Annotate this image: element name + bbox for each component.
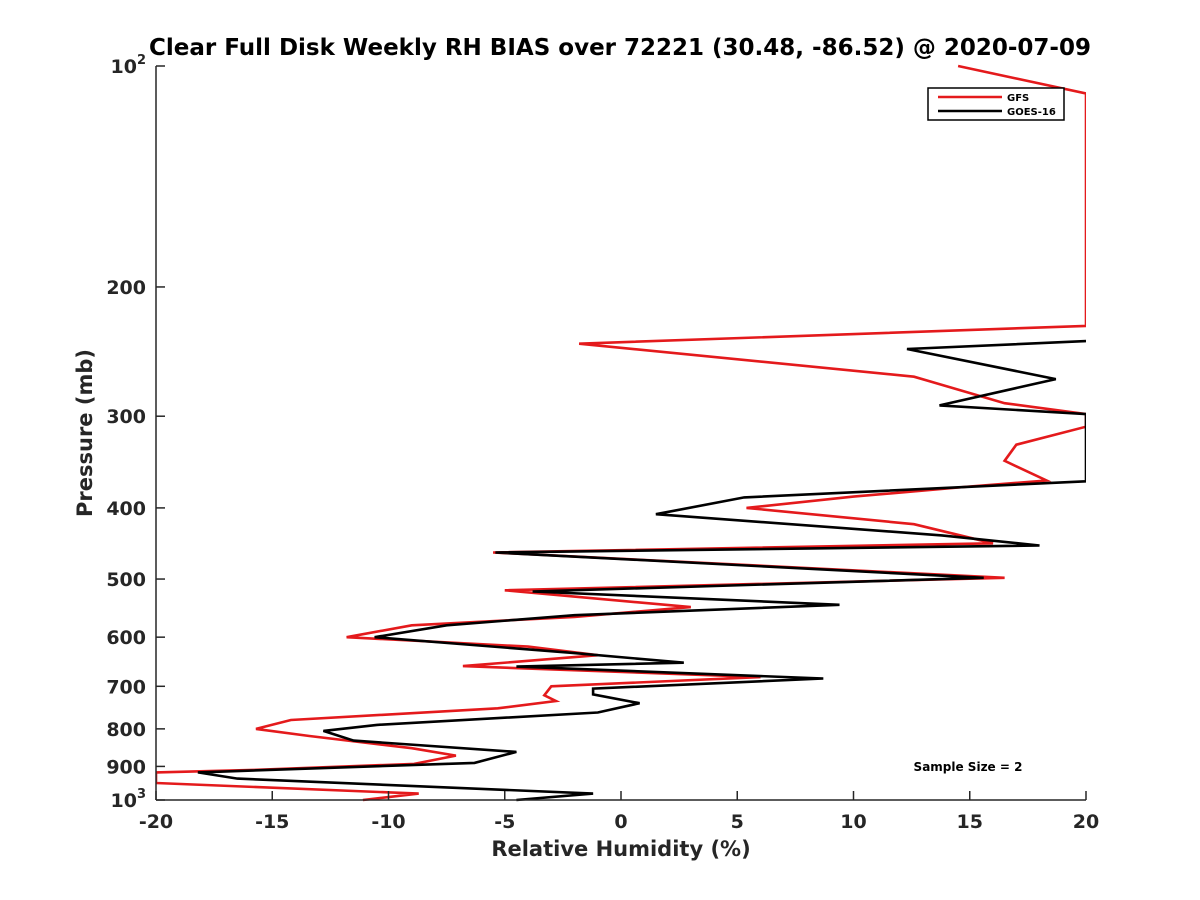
x-ticks: -20 -15 -10 -5 0 5 10 15 20 bbox=[139, 791, 1099, 833]
plot-lines bbox=[156, 64, 1086, 802]
legend-box bbox=[927, 87, 1065, 121]
x-tick-label: 20 bbox=[1073, 811, 1099, 833]
y-tick-label: 700 bbox=[106, 676, 146, 698]
x-tick-label: 10 bbox=[840, 811, 866, 833]
x-tick-label: 5 bbox=[731, 811, 744, 833]
y-tick-label: 500 bbox=[106, 569, 146, 591]
y-tick-label: 600 bbox=[106, 627, 146, 649]
x-tick-label: -20 bbox=[139, 811, 173, 833]
series-line-gfs bbox=[156, 64, 1086, 802]
x-tick-label: -5 bbox=[494, 811, 515, 833]
y-tick-label: 300 bbox=[106, 406, 146, 428]
y-tick-label: 103 bbox=[111, 787, 147, 812]
y-axis-label: Pressure (mb) bbox=[73, 349, 97, 517]
sample-size-annotation: Sample Size = 2 bbox=[914, 760, 1023, 774]
chart-title: Clear Full Disk Weekly RH BIAS over 7222… bbox=[149, 35, 1091, 61]
y-tick-label: 400 bbox=[106, 498, 146, 520]
x-tick-label: -10 bbox=[371, 811, 405, 833]
x-tick-label: 15 bbox=[957, 811, 983, 833]
x-tick-label: 0 bbox=[614, 811, 627, 833]
legend-label-goes16: GOES-16 bbox=[1007, 107, 1056, 118]
x-axis-label: Relative Humidity (%) bbox=[491, 837, 750, 861]
x-tick-label: -15 bbox=[255, 811, 289, 833]
y-tick-label: 800 bbox=[106, 719, 146, 741]
y-tick-label: 200 bbox=[106, 277, 146, 299]
legend: GFS GOES-16 bbox=[927, 87, 1065, 121]
y-ticks: 102 200 300 400 500 600 700 800 900 103 bbox=[106, 53, 165, 812]
y-tick-label: 900 bbox=[106, 756, 146, 778]
series-line-goes16 bbox=[197, 339, 1086, 802]
legend-label-gfs: GFS bbox=[1007, 93, 1029, 104]
y-tick-label: 102 bbox=[111, 53, 147, 78]
